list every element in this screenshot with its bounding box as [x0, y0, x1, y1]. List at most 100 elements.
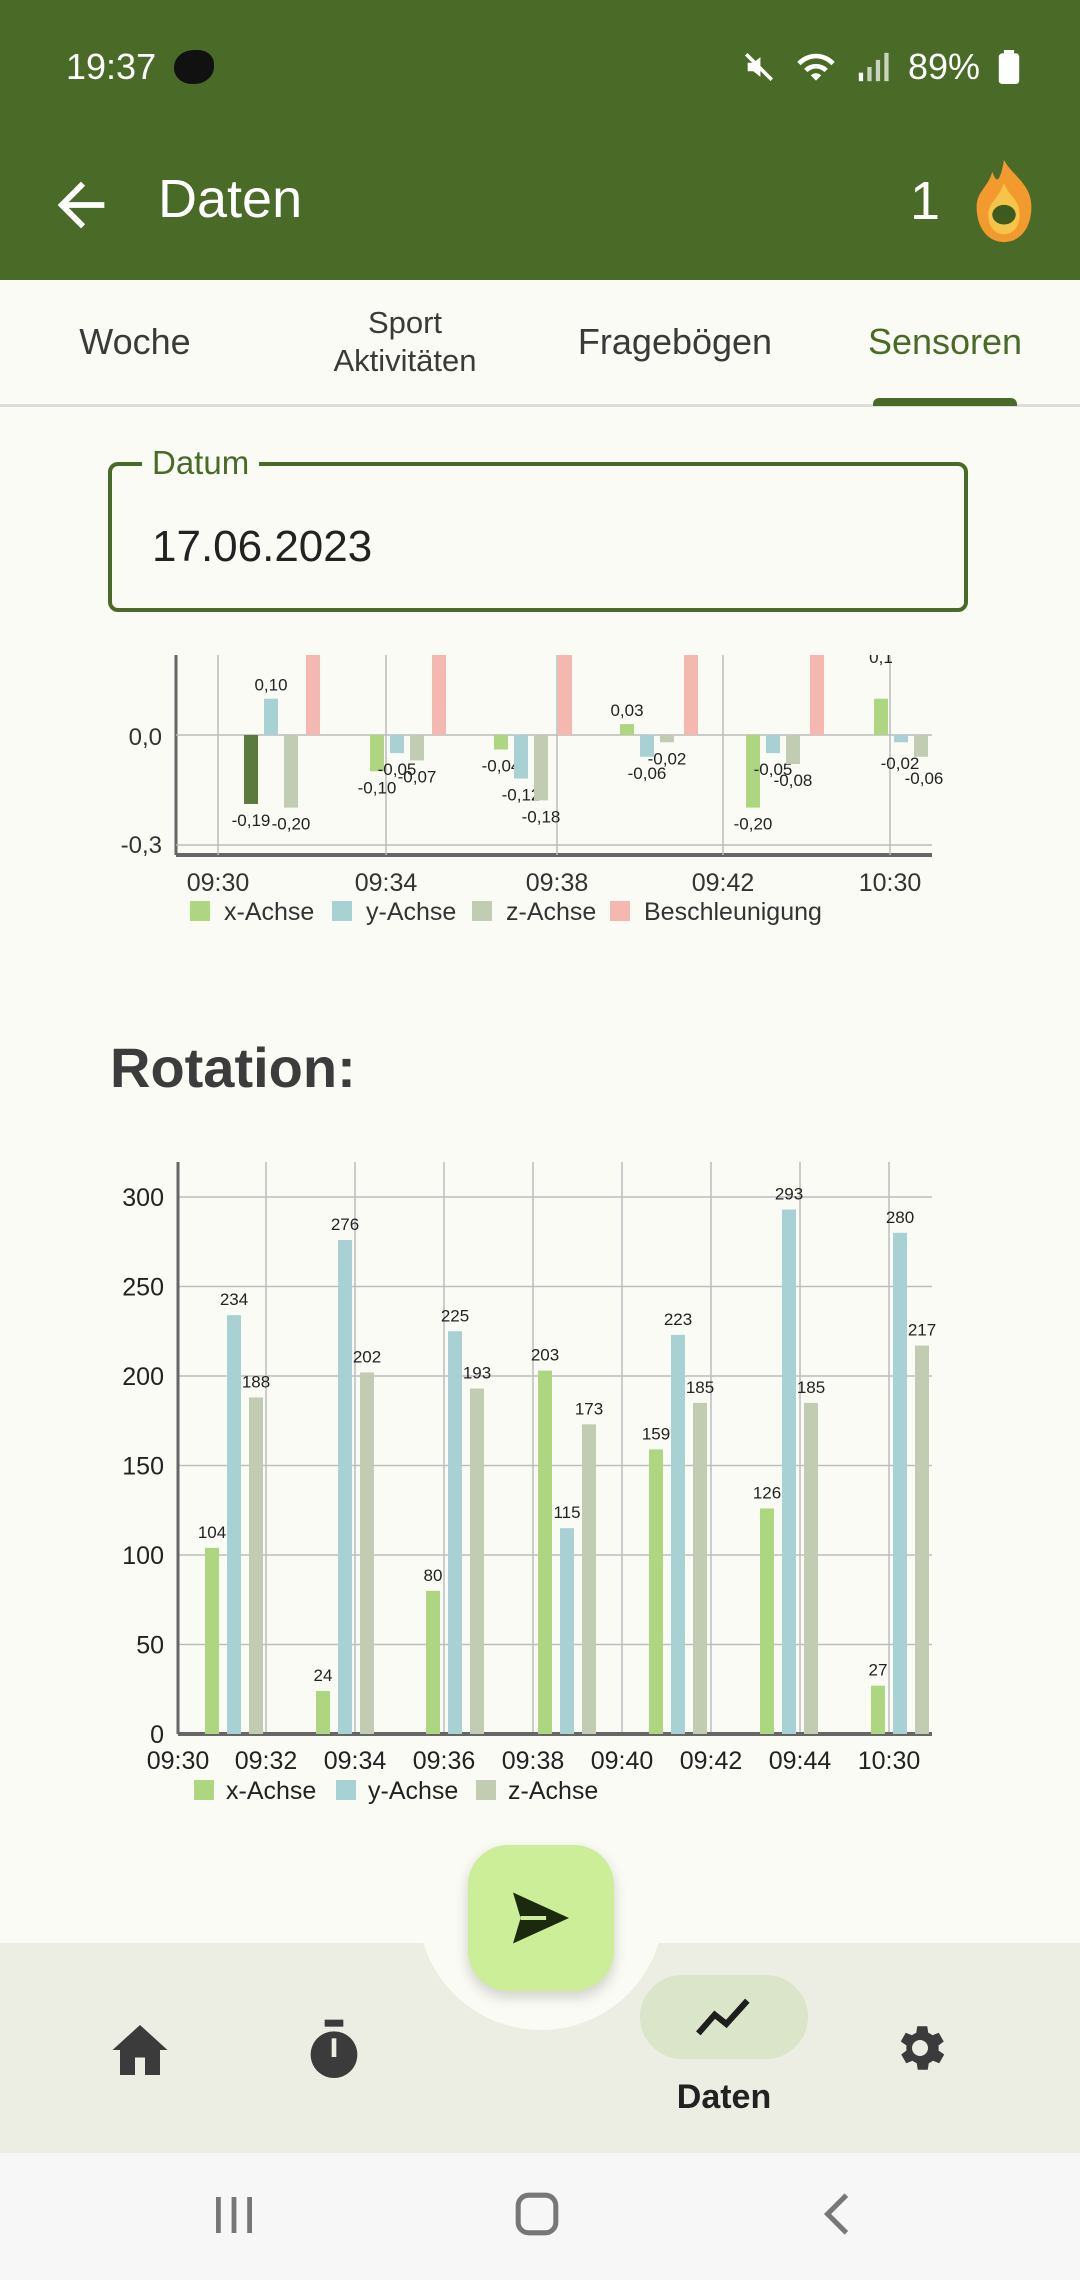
bar-x-achse [205, 1547, 219, 1734]
tab-label: Woche [79, 321, 191, 362]
app-bar: Daten 1 [0, 130, 1080, 280]
legend-swatch [472, 901, 492, 921]
bar-y-achse [893, 1232, 907, 1734]
y-tick-label: 50 [136, 1632, 164, 1660]
x-tick-label: 09:30 [187, 869, 250, 897]
tab-sensoren[interactable]: Sensoren [840, 280, 1050, 404]
bar-z-achse [249, 1397, 263, 1734]
tab-label: Sensoren [867, 321, 1023, 362]
y-tick-label: 0,0 [129, 724, 162, 751]
data-label: -0,10 [358, 778, 397, 797]
legend-label: z-Achse [508, 1777, 598, 1805]
nav-settings[interactable] [880, 2008, 960, 2088]
status-time: 19:37 [66, 46, 157, 87]
tab-sport-aktivitaeten[interactable]: Sport Aktivitäten [300, 280, 510, 404]
data-label: -0,04 [482, 757, 521, 776]
tab-frageboegen[interactable]: Fragebögen [560, 280, 790, 404]
data-label: -0,02 [881, 754, 920, 773]
legend-label: y-Achse [368, 1777, 458, 1805]
nav-daten-label: Daten [676, 2078, 772, 2116]
recent-apps-icon[interactable] [212, 2193, 256, 2237]
legend-label: y-Achse [366, 898, 456, 926]
data-label: 0,10 [254, 676, 287, 695]
y-tick-label: -0,3 [121, 832, 162, 859]
data-label: -0,02 [648, 749, 687, 768]
x-tick-label: 09:38 [526, 869, 589, 897]
bar-z-achse [360, 1372, 374, 1734]
tab-indicator [873, 398, 1017, 406]
data-label: 185 [797, 1378, 825, 1397]
bar-z-achse [786, 735, 800, 765]
nav-daten[interactable] [640, 1975, 808, 2059]
x-tick-label: 09:44 [769, 1747, 832, 1775]
bar-x-achse [620, 724, 634, 735]
data-label: -0,20 [272, 815, 311, 834]
date-field-label: Datum [142, 444, 260, 482]
flame-icon [976, 159, 1032, 243]
data-label: -0,20 [734, 815, 773, 834]
data-label: -0,05 [754, 760, 793, 779]
home-button-icon[interactable] [514, 2191, 560, 2237]
data-label: -0,12 [502, 786, 541, 805]
rotation-chart: 0 50 100 150 200 250 300 104 24 80 203 159 126 27 234 2… [122, 1162, 936, 1805]
status-bar: 19:37 89% [0, 0, 1080, 130]
bar-beschleunigung [558, 655, 572, 735]
nav-timer[interactable] [294, 2008, 374, 2092]
data-label: -0,19 [232, 811, 271, 830]
x-tick-label: 10:30 [859, 869, 922, 897]
bar-y-achse [338, 1239, 352, 1734]
tab-woche[interactable]: Woche [30, 280, 240, 404]
bar-x-achse [538, 1370, 552, 1734]
bar-z-achse [284, 735, 298, 808]
bar-y-achse [894, 735, 908, 743]
bar-y-achse [671, 1334, 685, 1734]
legend-swatch [332, 901, 352, 921]
bar-z-achse [914, 735, 928, 757]
trending-chart-icon [696, 1998, 750, 2036]
tab-label: Sport Aktivitäten [333, 305, 477, 378]
bar-y-achse [640, 735, 654, 757]
date-field[interactable]: Datum 17.06.2023 [108, 444, 968, 612]
data-label: 0,03 [610, 701, 643, 720]
bar-z-achse [582, 1424, 596, 1734]
bar-z-achse [693, 1402, 707, 1734]
bar-z-achse [660, 735, 674, 743]
signal-icon [858, 52, 889, 82]
back-button-icon[interactable] [820, 2191, 856, 2237]
x-tick-label: 09:40 [591, 1747, 654, 1775]
legend-swatch [476, 1780, 496, 1800]
streak-count: 1 [909, 171, 940, 231]
legend-label: x-Achse [226, 1777, 316, 1805]
bar-y-achse [448, 1331, 462, 1734]
x-tick-label: 09:42 [680, 1747, 743, 1775]
y-tick-label: 0 [150, 1721, 164, 1749]
nav-home[interactable] [100, 2010, 180, 2090]
data-label: 27 [869, 1661, 888, 1680]
data-label: 126 [753, 1483, 781, 1502]
data-label: 188 [242, 1372, 270, 1391]
x-tick-label: 09:34 [324, 1747, 387, 1775]
data-label: -0,06 [905, 769, 944, 788]
send-button[interactable] [468, 1845, 614, 1991]
bar-x-achse [494, 735, 508, 750]
y-tick-label: 200 [122, 1363, 164, 1391]
mute-icon [744, 52, 773, 82]
data-label: -0,06 [628, 764, 667, 783]
legend-label: Beschleunigung [644, 898, 822, 926]
back-arrow-icon[interactable] [46, 170, 116, 240]
data-label: 276 [331, 1215, 359, 1234]
data-label: -0,05 [378, 760, 417, 779]
x-tick-label: 09:42 [692, 869, 755, 897]
data-label: 193 [463, 1364, 491, 1383]
tab-label: Fragebögen [577, 321, 773, 362]
x-tick-label: 09:34 [355, 869, 418, 897]
page-title: Daten [158, 169, 303, 229]
stopwatch-icon [310, 2019, 358, 2078]
data-label: -0,08 [774, 771, 813, 790]
x-tick-label: 10:30 [858, 1747, 921, 1775]
data-label: 223 [664, 1310, 692, 1329]
data-label: -0,07 [398, 767, 437, 786]
send-icon [513, 1892, 569, 1944]
data-label: 0,1 [869, 655, 893, 667]
tab-bar: Woche Sport Aktivitäten Fragebögen Senso… [0, 280, 1080, 407]
